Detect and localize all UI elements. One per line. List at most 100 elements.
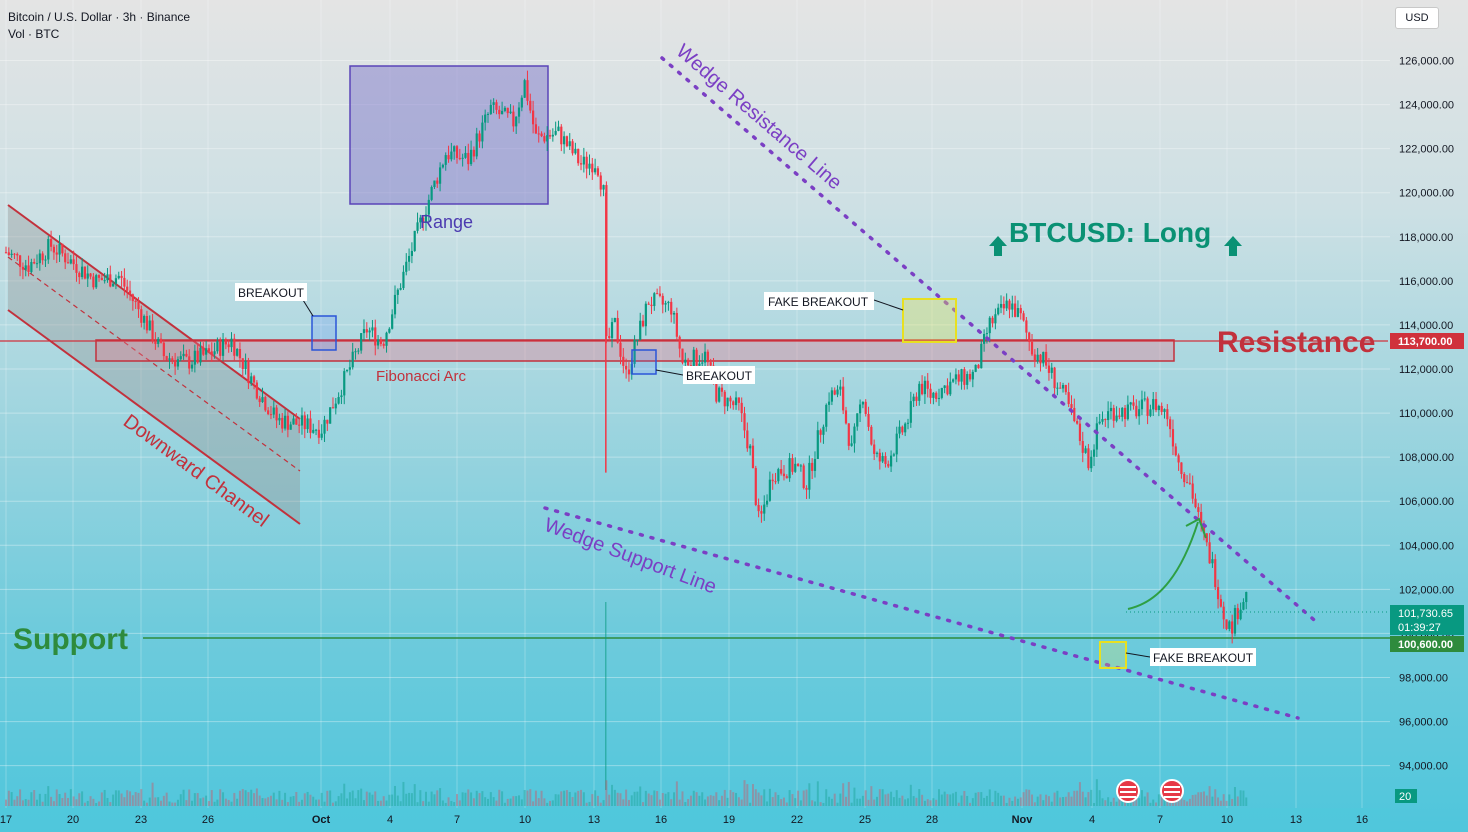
candle-body [602,185,605,190]
candle-body [16,254,19,256]
volume-bar [642,802,645,806]
volume-bar [354,798,357,806]
volume-bar [630,795,633,806]
volume-bar [954,791,957,806]
volume-bar [227,799,230,806]
candle-body [289,424,292,430]
candle-body [486,113,490,115]
volume-bar [526,790,529,806]
volume-bar [320,792,323,806]
candle-body [946,385,949,395]
candle-body [413,230,416,251]
volume-bar [684,802,687,806]
currency-selector[interactable]: USD [1395,7,1439,29]
candle-body [534,124,538,134]
fake-breakout-bottom-label: FAKE BREAKOUT [1153,651,1254,665]
candle-body [780,469,783,474]
fake-breakout-box-top [902,298,957,343]
candle-body [13,253,16,255]
candle-body [853,426,856,444]
volume-bar [661,793,664,806]
volume-bar [797,790,800,806]
volume-bar [1115,801,1118,806]
volume-bar [193,793,196,806]
candle-body [985,333,989,335]
us-flag-event-icon[interactable] [1116,779,1140,803]
candle-body [788,458,791,479]
x-tick-label: 13 [588,814,600,826]
volume-bar [1228,794,1231,806]
volume-bar [1233,787,1236,806]
candle-body [991,317,994,324]
candle-body [261,397,264,403]
candle-body [1022,313,1025,321]
volume-bar [295,791,298,806]
candle-body [1045,351,1048,366]
candle-body [1154,399,1158,411]
candle-body [396,289,399,295]
candle-body [410,250,413,256]
volume-bar [1222,794,1225,806]
candle-body [7,252,10,255]
volume-bar [47,786,50,806]
volume-bar [1211,796,1214,806]
volume-bar [938,789,941,806]
candle-body [695,349,698,366]
volume-bar [732,792,735,806]
candle-body [478,133,481,142]
wedge-resistance-line [660,56,1322,627]
volume-bar [890,791,893,806]
volume-bar [1101,798,1104,806]
volume-bar [1036,796,1039,806]
volume-bar [622,799,625,806]
volume-bar [484,797,487,806]
candle-body [1157,405,1160,411]
volume-bar [185,800,188,806]
current-price-badge[interactable] [1390,605,1464,635]
candle-body [740,402,743,414]
volume-bar [83,802,86,806]
volume-bar [1191,795,1194,806]
candle-body [182,353,185,357]
candle-body [523,80,526,98]
candle-body [92,276,95,288]
volume-bar [935,799,938,806]
candle-body [1205,533,1208,543]
candle-body [1087,448,1090,469]
breakout-1-label: BREAKOUT [238,286,305,300]
candle-body [644,303,647,327]
candle-body [813,458,817,471]
volume-bar [574,792,577,806]
support-price-badge[interactable] [1390,636,1464,652]
volume-bar [151,782,154,806]
candle-body [560,126,563,145]
volume-bar [365,791,368,806]
us-flag-event-icon[interactable] [1160,779,1184,803]
resistance-price-badge[interactable] [1390,333,1464,349]
candle-body [295,418,298,425]
candle-body [1211,559,1214,564]
candle-body [1064,385,1067,393]
candle-body [1008,300,1011,310]
breakout-2-label-bg [683,366,755,384]
candle-body [763,504,766,514]
candle-body [901,426,904,433]
x-tick-label: Nov [1012,814,1034,826]
candle-body [374,327,377,346]
volume-bar [405,793,408,806]
volume-bar [106,797,109,806]
volume-bar [791,794,794,806]
candle-body [923,380,927,395]
volume-bar [726,797,729,806]
candle-body [554,130,557,135]
candle-body [515,116,518,127]
candle-body [193,350,196,365]
volume-bar [1112,797,1115,806]
candle-body [977,364,980,369]
volume-bar [929,800,932,806]
candle-body [97,275,101,278]
y-tick-label: 124,000.00 [1399,100,1454,112]
candle-body [489,104,492,114]
volume-bar [1078,782,1081,806]
